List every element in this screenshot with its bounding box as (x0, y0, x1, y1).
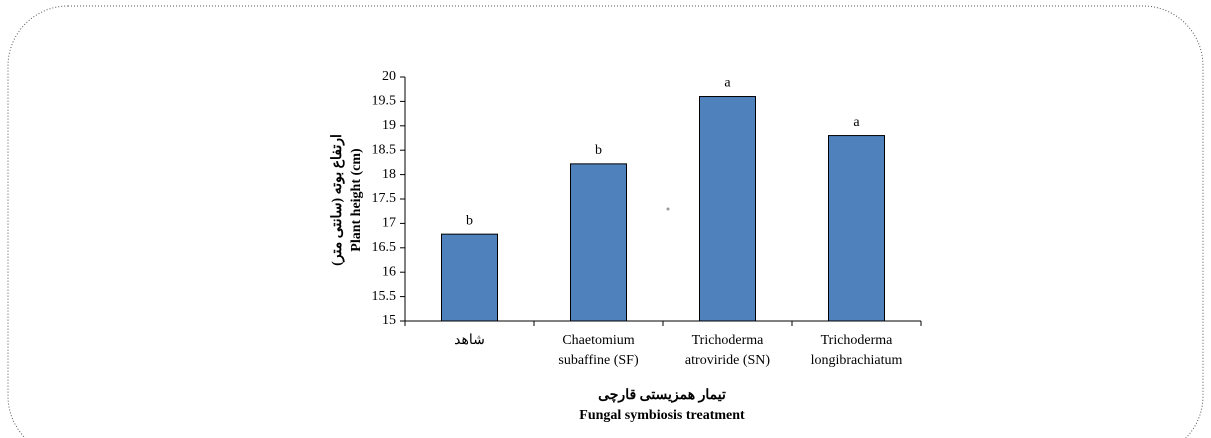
y-axis-label-fa: ارتفاع بوته (سانتی متر) (330, 134, 345, 266)
x-tick-label: Trichoderma longibrachiatum (811, 333, 903, 368)
x-axis-label-fa: تیمار همزیستی قارچی (598, 388, 726, 403)
data-annotation: b (595, 143, 602, 158)
y-tick-label: 18 (382, 167, 396, 182)
y-tick-label: 19 (382, 118, 396, 133)
data-annotation: b (466, 213, 473, 228)
y-tick-label: 15 (382, 313, 396, 328)
y-tick-label: 16.5 (372, 240, 397, 255)
x-tick-label: Chaetomium subaffine (SF) (558, 333, 639, 368)
x-tick-label: شاهد (454, 333, 485, 348)
bar (441, 233, 498, 322)
speck (666, 207, 670, 211)
y-tick-label: 16 (382, 264, 396, 279)
x-tick-label: Trichoderma atroviride (SN) (685, 333, 770, 368)
frame (7, 5, 1204, 438)
data-annotation: a (724, 76, 731, 91)
y-tick-label: 17 (382, 216, 396, 231)
y-tick-label: 15.5 (372, 289, 397, 304)
bar (828, 135, 885, 322)
bar (570, 163, 627, 322)
y-axis-label: Plant height (cm) (349, 148, 364, 252)
bar (699, 96, 756, 322)
x-axis-label: Fungal symbiosis treatment (579, 408, 745, 423)
y-tick-label: 17.5 (372, 191, 397, 206)
y-tick-label: 18.5 (372, 142, 397, 157)
y-tick-label: 19.5 (372, 94, 397, 109)
data-annotation: a (853, 115, 860, 130)
y-tick-label: 20 (382, 69, 396, 84)
